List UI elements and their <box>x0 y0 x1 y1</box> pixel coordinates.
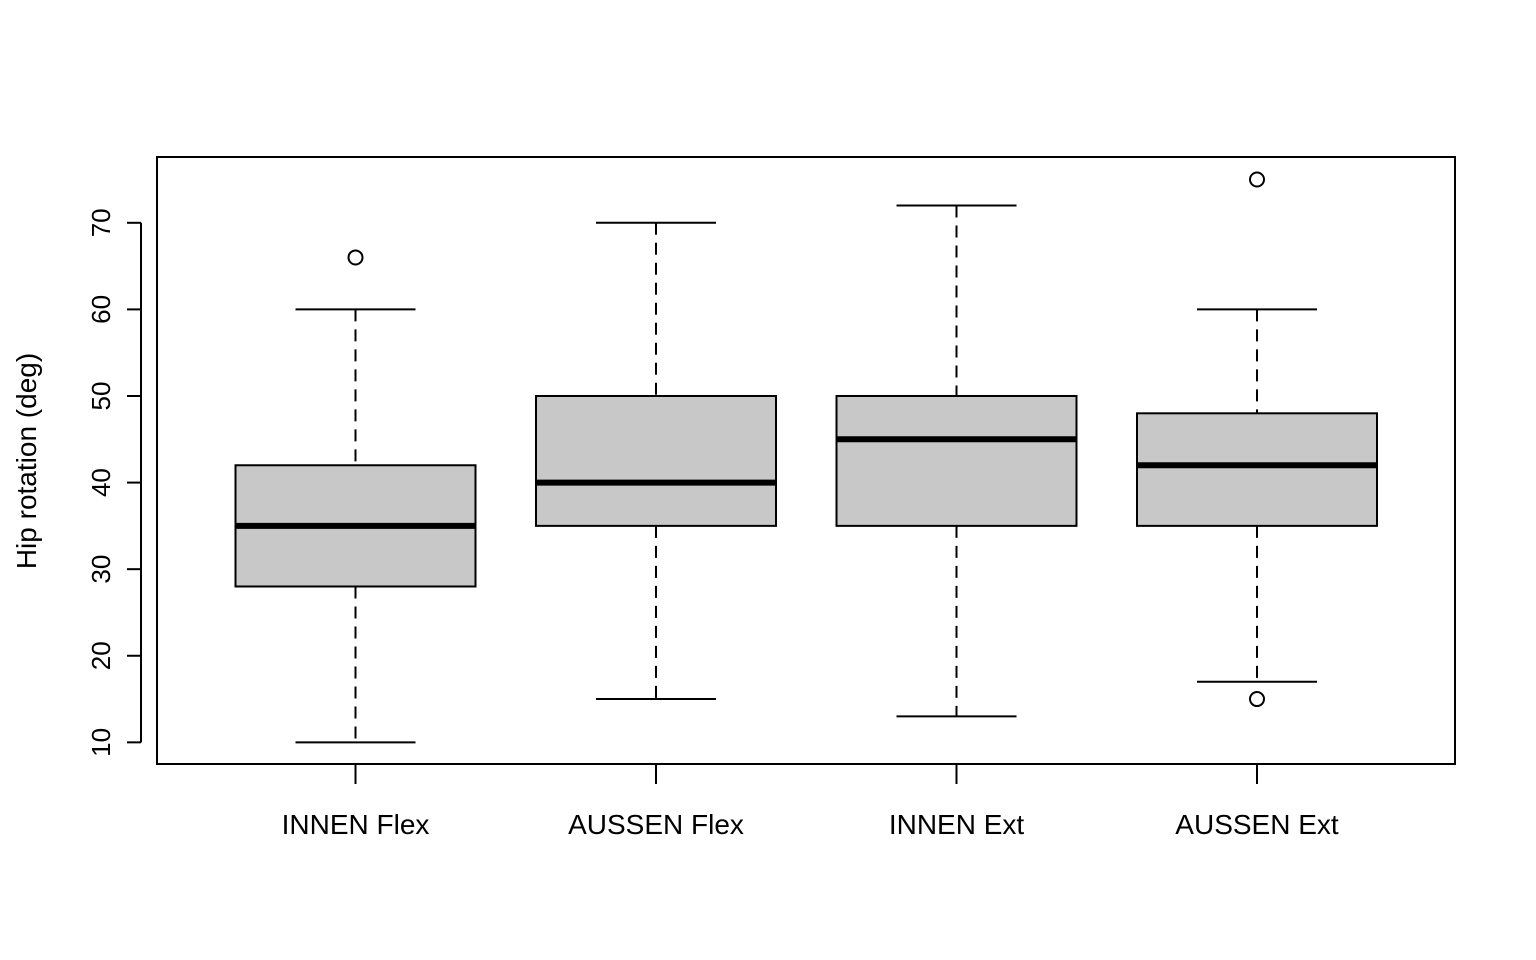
y-tick-label: 10 <box>86 728 116 757</box>
x-axis: INNEN Flex AUSSEN Flex INNEN Ext AUSSEN Ext <box>282 764 1339 840</box>
outlier-point <box>1249 171 1265 188</box>
y-tick-label: 70 <box>86 208 116 237</box>
box-1 <box>234 249 477 744</box>
iqr-box <box>535 394 777 527</box>
x-category-label: AUSSEN Flex <box>568 809 744 840</box>
box-4 <box>1136 171 1378 708</box>
box-3 <box>835 204 1078 718</box>
x-category-label: INNEN Ext <box>889 809 1025 840</box>
x-category-label: AUSSEN Ext <box>1175 809 1339 840</box>
boxes-group <box>234 171 1378 744</box>
y-tick-label: 30 <box>86 555 116 584</box>
iqr-box <box>835 394 1078 527</box>
y-tick-label: 20 <box>86 641 116 670</box>
outlier-point <box>347 249 364 266</box>
y-axis-title: Hip rotation (deg) <box>11 353 42 569</box>
y-tick-label: 50 <box>86 382 116 411</box>
x-category-label: INNEN Flex <box>282 809 430 840</box>
y-tick-label: 60 <box>86 295 116 324</box>
iqr-box <box>1136 412 1378 527</box>
box-2 <box>535 221 777 701</box>
y-axis: 10 20 30 40 50 60 70 <box>86 208 142 757</box>
outlier-point <box>1249 691 1265 708</box>
y-tick-label: 40 <box>86 468 116 497</box>
plot-frame <box>156 156 1456 765</box>
